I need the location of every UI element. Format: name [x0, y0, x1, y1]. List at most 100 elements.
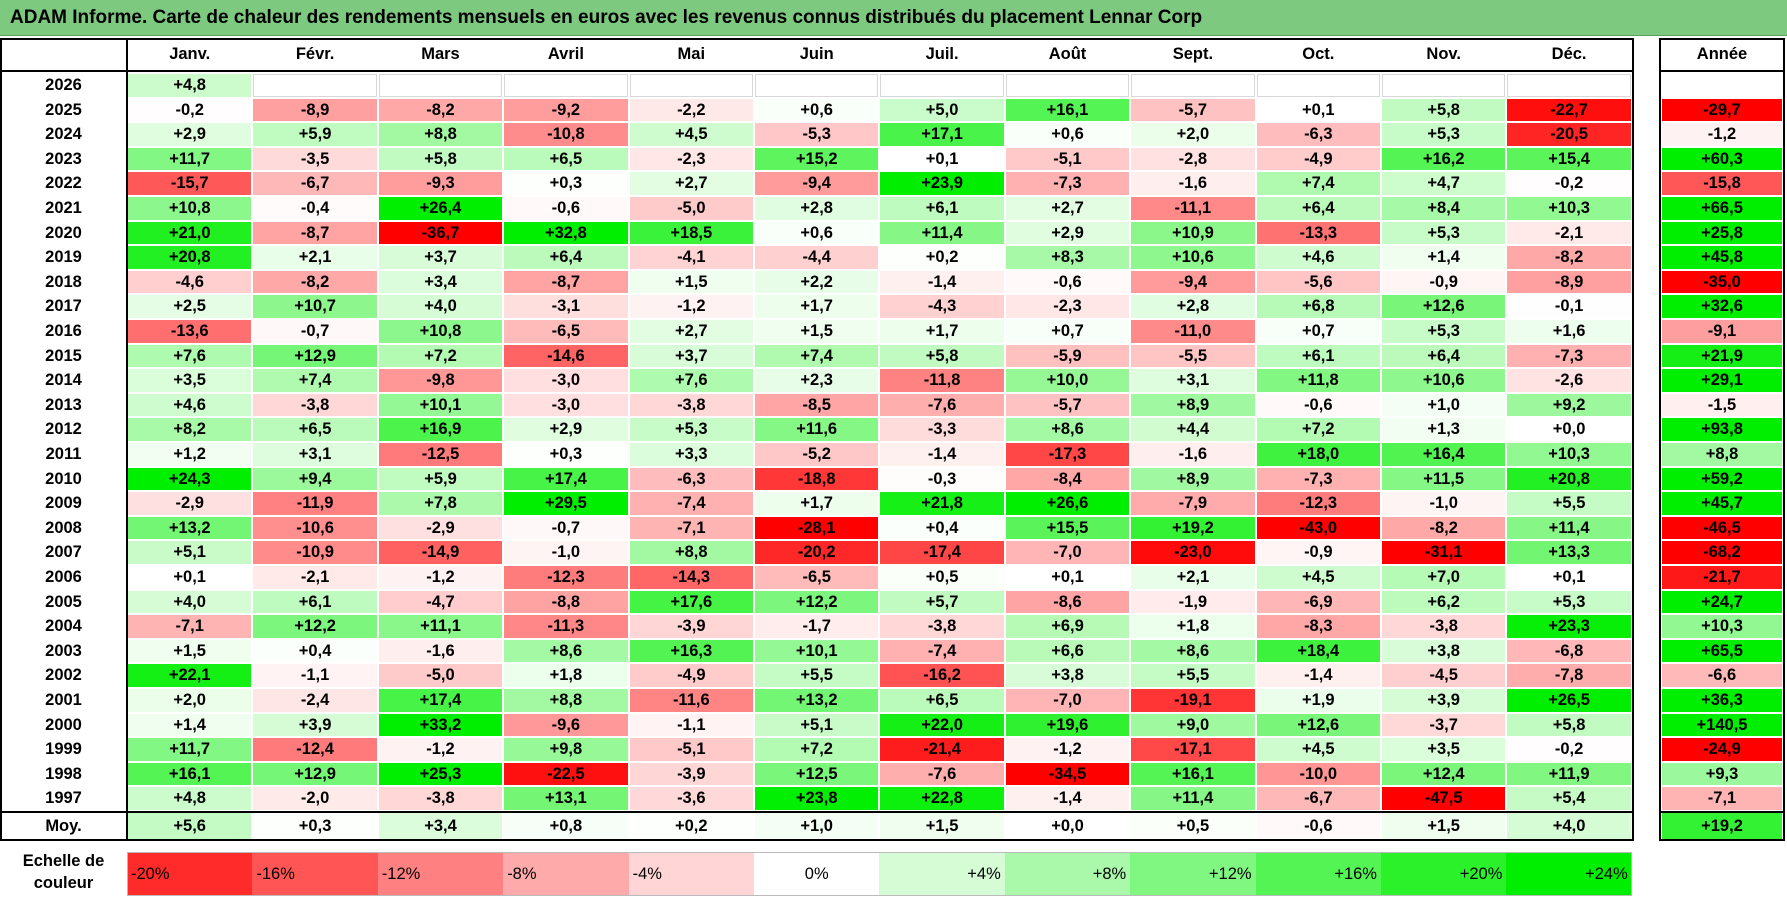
year-label: 2001 [45, 691, 82, 709]
average-cell: +1,5 [1382, 813, 1506, 839]
heatmap-cell: -6,3 [1256, 123, 1380, 146]
heatmap-cell: -5,7 [1131, 98, 1255, 122]
heatmap-cell: -18,8 [755, 467, 879, 491]
heatmap-cell: +23,9 [880, 172, 1004, 195]
heatmap-cell: +3,9 [1382, 689, 1506, 712]
heatmap-cell: -4,9 [629, 664, 753, 687]
heatmap-cell: -6,5 [755, 566, 879, 589]
heatmap-cell: +18,0 [1256, 443, 1380, 466]
heatmap-cell: +4,7 [1382, 172, 1506, 195]
heatmap-cell: -3,3 [880, 418, 1004, 441]
heatmap-cell: +29,5 [504, 492, 628, 515]
year-label: 2005 [45, 592, 82, 611]
heatmap-cell: +5,3 [629, 418, 753, 441]
heatmap-cell: +13,1 [504, 787, 628, 810]
heatmap-cell: -1,6 [378, 639, 503, 663]
heatmap-cell: +1,8 [1131, 615, 1255, 638]
year-label: 2014 [45, 371, 82, 390]
heatmap-cell: -20,2 [755, 541, 879, 564]
heatmap-cell: +2,5 [128, 295, 252, 318]
year-label: 1997 [45, 789, 82, 808]
heatmap-cell: -2,3 [629, 147, 753, 171]
heatmap-cell: -8,7 [253, 221, 377, 245]
month-header: Mars [421, 45, 460, 63]
heatmap-cell: -1,6 [1131, 172, 1255, 195]
heatmap-cell: -8,2 [253, 270, 377, 294]
heatmap-cell: +5,3 [1507, 590, 1631, 614]
heatmap-cell: +1,6 [1507, 320, 1631, 343]
heatmap-cell: -1,4 [880, 270, 1004, 294]
annual-cell: +45,7 [1662, 492, 1782, 515]
heatmap-cell: +7,2 [755, 738, 879, 761]
heatmap-cell: +10,1 [378, 393, 503, 417]
heatmap-cell: +10,3 [1507, 443, 1631, 466]
heatmap-cell: -7,4 [629, 492, 753, 515]
heatmap-cell [755, 74, 879, 97]
heatmap-cell: +18,5 [629, 221, 753, 245]
heatmap-cell: +22,1 [128, 664, 252, 687]
heatmap-cell: -1,2 [629, 295, 753, 318]
heatmap-cell: -10,9 [253, 541, 377, 564]
heatmap-cell: +8,8 [378, 123, 503, 146]
heatmap-cell: +12,9 [253, 344, 377, 368]
heatmap-cell: +7,4 [253, 369, 377, 392]
year-label: 1999 [45, 740, 82, 759]
heatmap-cell: -7,6 [880, 393, 1004, 417]
heatmap-cell: -8,5 [755, 393, 879, 417]
heatmap-cell: -8,7 [504, 270, 628, 294]
heatmap-cell: -14,6 [504, 344, 628, 368]
heatmap-cell: +3,5 [1382, 738, 1506, 761]
heatmap-cell: +7,6 [128, 344, 252, 368]
heatmap-cell: +5,8 [378, 147, 503, 171]
heatmap-cell: -0,6 [1005, 270, 1130, 294]
year-label: 2023 [45, 149, 82, 168]
heatmap-cell: +1,4 [1382, 246, 1506, 269]
heatmap-cell: +15,2 [755, 147, 879, 171]
heatmap-cell: -5,3 [755, 123, 879, 146]
heatmap-cell: +12,5 [755, 762, 879, 786]
heatmap-cell: +3,8 [1382, 639, 1506, 663]
heatmap-cell: +8,2 [128, 418, 252, 441]
heatmap-cell: -5,5 [1131, 344, 1255, 368]
heatmap-cell: +3,7 [629, 344, 753, 368]
heatmap-cell: -1,4 [880, 443, 1004, 466]
heatmap-cell: +0,6 [1005, 123, 1130, 146]
heatmap-cell: +16,9 [378, 418, 503, 441]
heatmap-cell: +2,9 [504, 418, 628, 441]
heatmap-cell: +6,5 [504, 147, 628, 171]
heatmap-cell: +13,2 [755, 689, 879, 712]
heatmap-cell: +2,1 [253, 246, 377, 269]
heatmap-cell: -6,3 [629, 467, 753, 491]
color-scale-step: +24% [1506, 852, 1632, 896]
heatmap-cell: -2,8 [1131, 147, 1255, 171]
heatmap-cell: -8,9 [253, 98, 377, 122]
heatmap-cell: -34,5 [1005, 762, 1130, 786]
heatmap-cell: +6,4 [1382, 344, 1506, 368]
heatmap-cell: +0,6 [755, 98, 879, 122]
annual-cell: +45,8 [1662, 246, 1782, 269]
average-label: Moy. [45, 817, 82, 835]
heatmap-cell: -1,7 [755, 615, 879, 638]
year-label: 2020 [45, 223, 82, 242]
heatmap-cell: -7,9 [1131, 492, 1255, 515]
year-label: 2022 [45, 174, 82, 193]
heatmap-cell: +1,7 [755, 492, 879, 515]
heatmap-cell: +2,9 [128, 123, 252, 146]
heatmap-cell: -9,6 [504, 713, 628, 737]
heatmap-cell: +5,3 [1382, 320, 1506, 343]
heatmap-cell: -11,9 [253, 492, 377, 515]
heatmap-cell: +16,4 [1382, 443, 1506, 466]
heatmap-cell: +1,5 [755, 320, 879, 343]
heatmap-cell: +5,7 [880, 590, 1004, 614]
month-header: Janv. [169, 45, 211, 63]
heatmap-cell: +9,0 [1131, 713, 1255, 737]
heatmap-cell: +24,3 [128, 467, 252, 491]
heatmap-cell: +0,1 [1507, 566, 1631, 589]
heatmap-cell: +11,7 [128, 738, 252, 761]
year-label: 2008 [45, 518, 82, 537]
annual-cell: +59,2 [1662, 467, 1782, 491]
heatmap-cell: -16,2 [880, 664, 1004, 687]
average-divider [0, 811, 1634, 813]
heatmap-cell: +10,7 [253, 295, 377, 318]
heatmap-cell: -0,9 [1382, 270, 1506, 294]
